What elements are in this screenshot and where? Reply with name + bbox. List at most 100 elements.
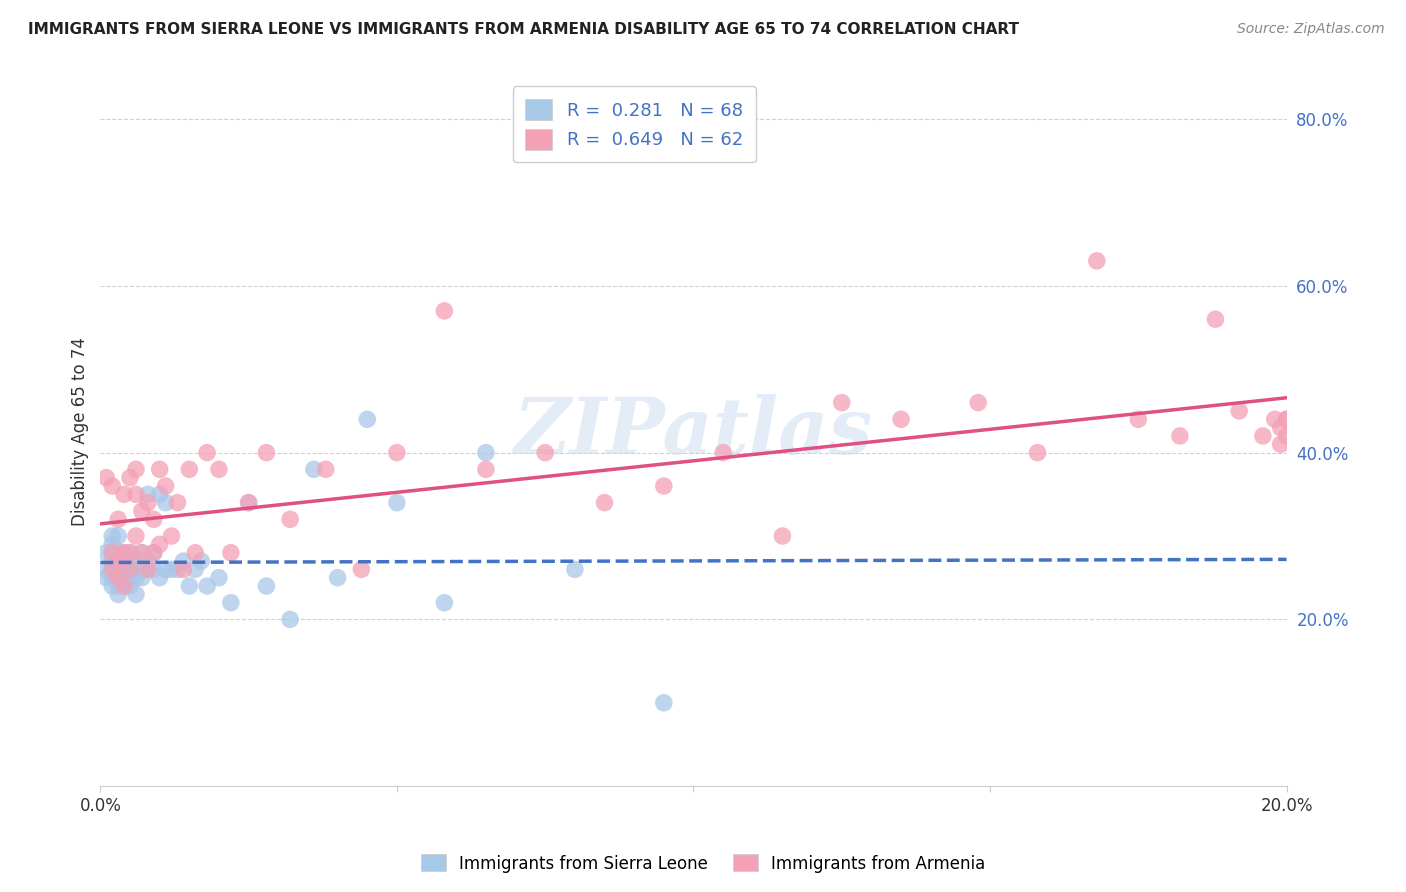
Point — [385, 496, 408, 510]
Point — [831, 395, 853, 409]
Point — [219, 596, 242, 610]
Point — [112, 571, 135, 585]
Point — [112, 546, 135, 560]
Text: IMMIGRANTS FROM SIERRA LEONE VS IMMIGRANTS FROM ARMENIA DISABILITY AGE 65 TO 74 : IMMIGRANTS FROM SIERRA LEONE VS IMMIGRAN… — [28, 22, 1019, 37]
Point — [254, 445, 277, 459]
Point — [101, 562, 124, 576]
Point — [195, 445, 218, 459]
Point — [155, 496, 177, 510]
Point — [107, 546, 129, 560]
Point — [967, 395, 990, 409]
Point — [890, 412, 912, 426]
Point — [1270, 437, 1292, 451]
Point — [385, 445, 408, 459]
Point — [142, 512, 165, 526]
Point — [107, 571, 129, 585]
Point — [302, 462, 325, 476]
Point — [149, 462, 172, 476]
Point — [155, 562, 177, 576]
Point — [356, 412, 378, 426]
Point — [101, 546, 124, 560]
Point — [107, 587, 129, 601]
Point — [131, 562, 153, 576]
Point — [112, 571, 135, 585]
Point — [118, 562, 141, 576]
Point — [112, 487, 135, 501]
Point — [96, 546, 118, 560]
Point — [142, 546, 165, 560]
Point — [278, 512, 301, 526]
Point — [112, 546, 135, 560]
Point — [142, 546, 165, 560]
Point — [179, 462, 201, 476]
Point — [219, 546, 242, 560]
Point — [101, 537, 124, 551]
Point — [107, 529, 129, 543]
Point — [107, 554, 129, 568]
Point — [278, 612, 301, 626]
Point — [475, 462, 498, 476]
Legend: Immigrants from Sierra Leone, Immigrants from Armenia: Immigrants from Sierra Leone, Immigrants… — [413, 847, 993, 880]
Point — [118, 546, 141, 560]
Point — [208, 571, 231, 585]
Point — [1264, 412, 1286, 426]
Point — [107, 571, 129, 585]
Point — [107, 562, 129, 576]
Point — [118, 546, 141, 560]
Point — [1270, 420, 1292, 434]
Text: ZIPatlas: ZIPatlas — [513, 393, 873, 470]
Point — [112, 562, 135, 576]
Point — [96, 571, 118, 585]
Point — [149, 487, 172, 501]
Point — [652, 696, 675, 710]
Point — [160, 529, 183, 543]
Point — [475, 445, 498, 459]
Point — [118, 571, 141, 585]
Point — [172, 562, 194, 576]
Point — [125, 587, 148, 601]
Point — [96, 470, 118, 484]
Y-axis label: Disability Age 65 to 74: Disability Age 65 to 74 — [72, 337, 89, 526]
Legend: R =  0.281   N = 68, R =  0.649   N = 62: R = 0.281 N = 68, R = 0.649 N = 62 — [513, 87, 755, 162]
Point — [112, 562, 135, 576]
Point — [1275, 412, 1298, 426]
Point — [125, 487, 148, 501]
Point — [238, 496, 260, 510]
Point — [433, 596, 456, 610]
Point — [1275, 412, 1298, 426]
Point — [315, 462, 337, 476]
Point — [101, 554, 124, 568]
Point — [564, 562, 586, 576]
Point — [96, 562, 118, 576]
Point — [136, 562, 159, 576]
Point — [155, 479, 177, 493]
Point — [711, 445, 734, 459]
Point — [125, 554, 148, 568]
Point — [107, 571, 129, 585]
Point — [118, 470, 141, 484]
Point — [166, 562, 188, 576]
Point — [101, 479, 124, 493]
Point — [112, 554, 135, 568]
Point — [112, 579, 135, 593]
Point — [107, 562, 129, 576]
Point — [350, 562, 373, 576]
Point — [136, 554, 159, 568]
Point — [149, 571, 172, 585]
Point — [136, 496, 159, 510]
Point — [107, 579, 129, 593]
Point — [101, 562, 124, 576]
Point — [107, 554, 129, 568]
Point — [433, 304, 456, 318]
Point — [184, 562, 207, 576]
Point — [101, 579, 124, 593]
Point — [136, 562, 159, 576]
Point — [131, 546, 153, 560]
Point — [142, 562, 165, 576]
Point — [125, 571, 148, 585]
Point — [1128, 412, 1150, 426]
Point — [101, 571, 124, 585]
Point — [1251, 429, 1274, 443]
Point — [1204, 312, 1226, 326]
Point — [190, 554, 212, 568]
